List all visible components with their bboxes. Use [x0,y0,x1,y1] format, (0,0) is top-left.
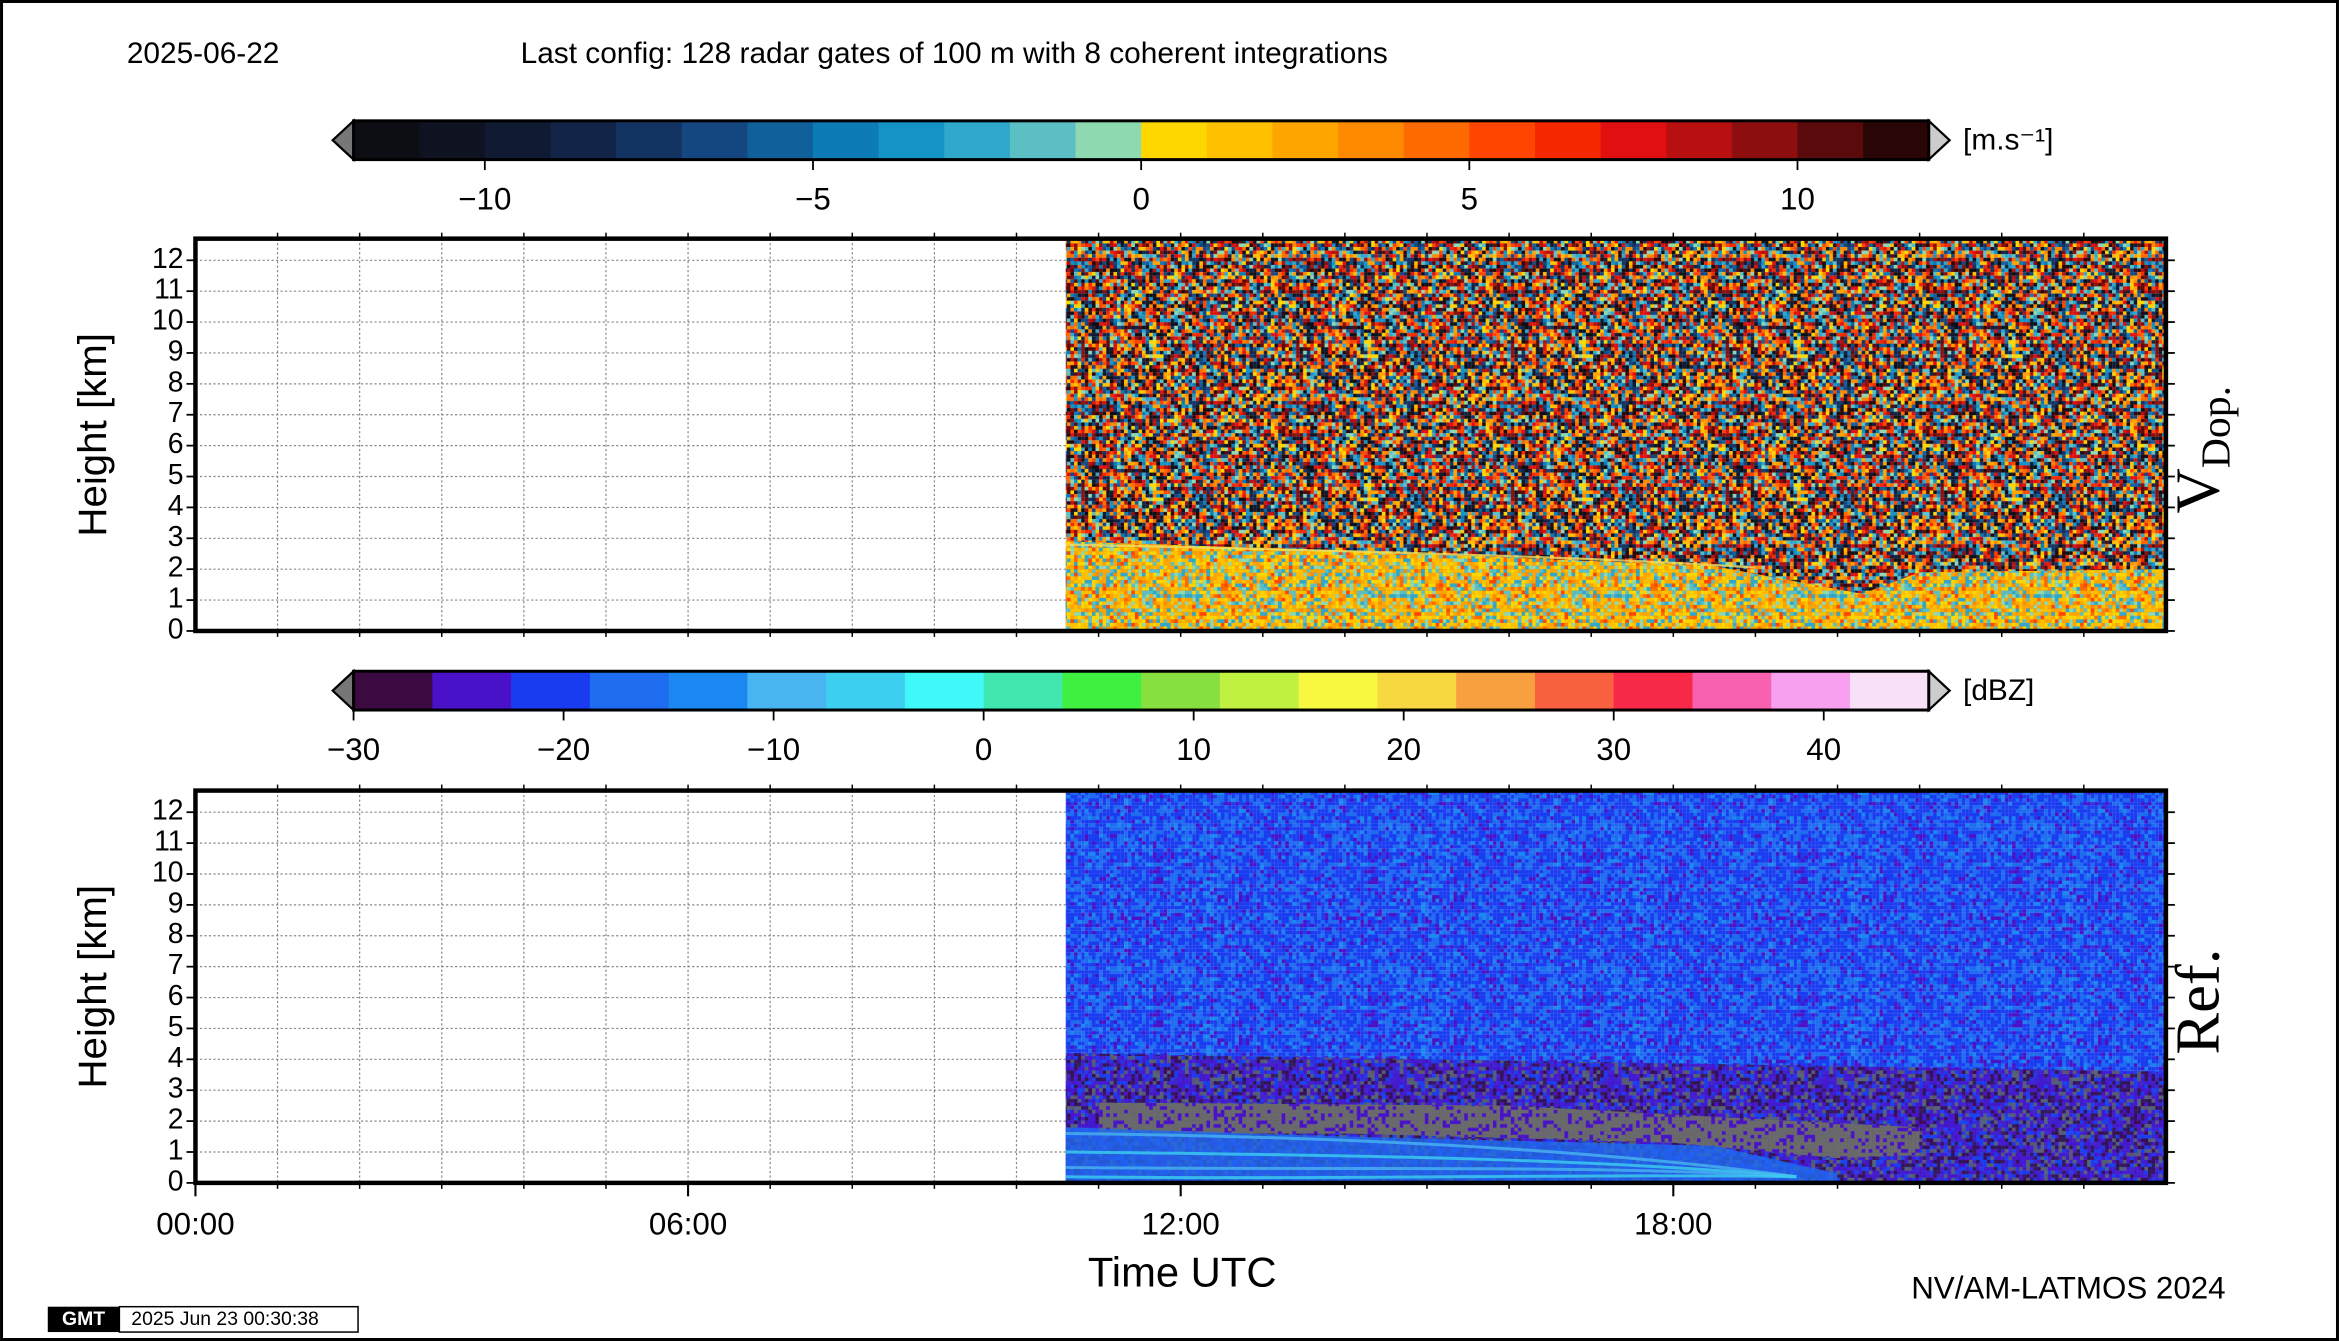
figure: 2025-06-22 Last config: 128 radar gates … [0,0,2339,1341]
page: 2025-06-22 Last config: 128 radar gates … [0,0,2339,1341]
